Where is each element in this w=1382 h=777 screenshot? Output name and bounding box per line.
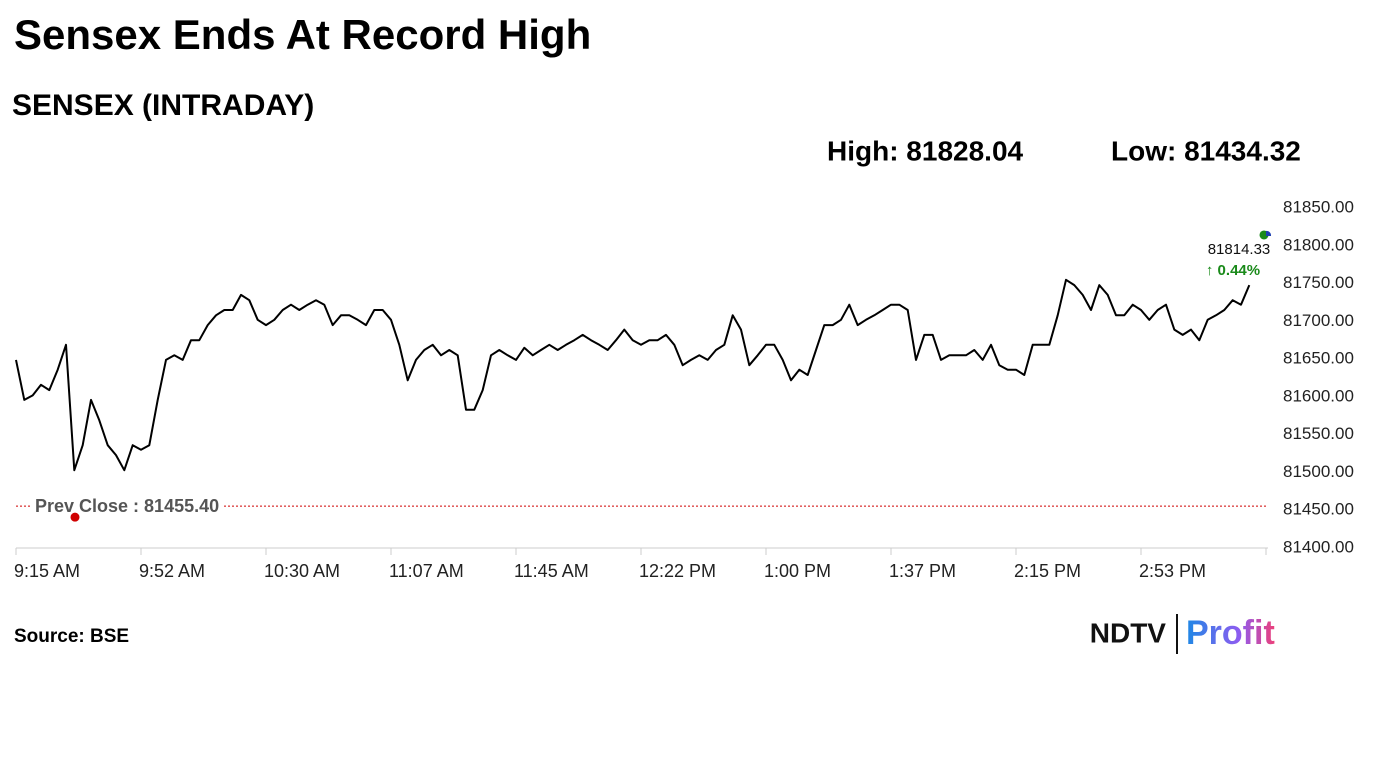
x-tick-label: 9:15 AM — [14, 561, 80, 581]
high-label: High: 81828.04 — [827, 135, 1024, 166]
x-tick-label: 12:22 PM — [639, 561, 716, 581]
source: Source: BSE — [14, 626, 129, 647]
x-tick-label: 9:52 AM — [139, 561, 205, 581]
chart-title: Sensex Ends At Record High — [14, 11, 591, 58]
last-value-cap — [1266, 230, 1272, 236]
x-tick-label: 1:37 PM — [889, 561, 956, 581]
x-tick-label: 11:07 AM — [389, 561, 464, 581]
x-tick-label: 2:15 PM — [1014, 561, 1081, 581]
y-tick-label: 81700.00 — [1283, 311, 1354, 330]
change-label: ↑ 0.44% — [1206, 262, 1260, 279]
prev-close-dot — [70, 512, 80, 522]
logo-product: Profit — [1186, 614, 1275, 652]
low-label: Low: 81434.32 — [1111, 135, 1301, 166]
x-tick-label: 11:45 AM — [514, 561, 589, 581]
y-tick-label: 81550.00 — [1283, 424, 1354, 443]
x-tick-label: 1:00 PM — [764, 561, 831, 581]
y-tick-label: 81750.00 — [1283, 273, 1354, 292]
price-line — [15, 278, 1251, 472]
prev-close-label-bg — [32, 495, 223, 516]
x-tick-label: 10:30 AM — [264, 561, 340, 581]
y-tick-label: 81800.00 — [1283, 235, 1354, 254]
chart-subtitle: SENSEX (INTRADAY) — [12, 89, 314, 122]
y-tick-label: 81450.00 — [1283, 500, 1354, 519]
y-tick-label: 81650.00 — [1283, 349, 1354, 368]
y-tick-label: 81600.00 — [1283, 386, 1354, 405]
logo-brand: NDTV — [1090, 617, 1167, 648]
y-tick-label: 81500.00 — [1283, 462, 1354, 481]
x-tick-label: 2:53 PM — [1139, 561, 1206, 581]
last-value-label: 81814.33 — [1208, 241, 1271, 258]
y-tick-label: 81400.00 — [1283, 537, 1354, 556]
y-tick-label: 81850.00 — [1283, 197, 1354, 216]
prev-close-label: Prev Close : 81455.40 — [35, 496, 219, 516]
